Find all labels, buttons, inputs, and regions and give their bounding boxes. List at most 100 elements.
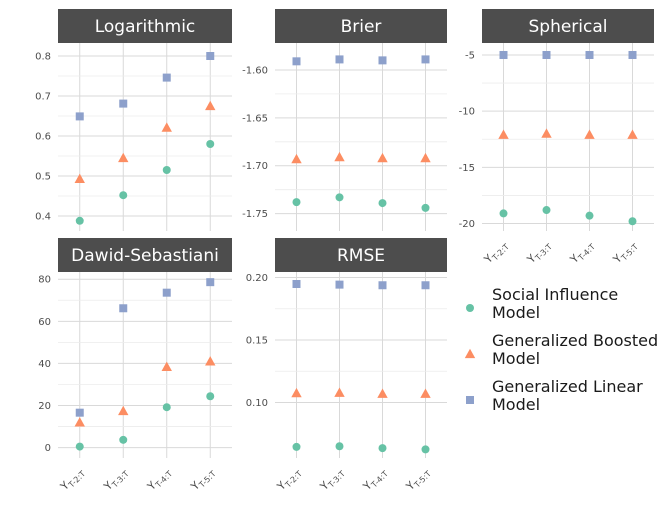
data-point [162,288,171,297]
panel-strip [482,9,654,43]
data-point [499,209,508,218]
data-point [206,392,215,401]
data-point [421,55,430,64]
legend-label: Model [492,395,540,414]
panel-strip [58,9,232,43]
y-tick-label: -5 [465,50,475,61]
y-tick-label: 0.8 [35,52,51,63]
data-point [542,50,551,59]
data-point [335,442,344,451]
data-point [205,100,216,111]
legend-key-triangle [464,348,476,359]
panel-strip [58,238,232,272]
y-tick-label: 80 [38,275,51,286]
data-point [377,388,388,398]
data-point [377,152,388,163]
data-point [421,445,430,454]
y-tick-label: -15 [459,163,475,174]
data-point [585,211,594,220]
data-point [205,356,216,366]
legend-label: Model [492,349,540,368]
data-point [335,280,344,289]
data-point [541,128,552,138]
data-point [206,140,215,148]
panel-title: Brier [341,17,382,37]
y-tick-label: 0.5 [35,172,51,183]
data-point [119,304,128,313]
data-point [118,405,129,416]
y-tick-label: -1.70 [242,161,268,172]
data-point [292,198,301,207]
panel-spherical: Spherical -20 -15 -10 -5 YT-2:T YT-3:T YT-4:T YT… [459,9,654,268]
data-point [161,122,172,132]
legend-key-circle [466,304,474,312]
data-point [585,50,594,59]
panel-logarithmic: Logarithmic 0.4 0.5 0.6 0.7 0.8 [35,9,232,231]
data-point [420,152,431,163]
data-point [542,206,551,215]
data-point [161,361,172,371]
y-tick-label: 0.20 [246,273,268,284]
y-tick-label: 0.7 [35,92,51,103]
x-tick-label: YT-3:T [524,238,554,268]
data-point [627,129,638,139]
data-point [162,73,171,82]
legend-label: Generalized Boosted [492,331,658,350]
x-tick-label: YT-3:T [101,465,131,495]
y-tick-label: 0 [45,443,51,454]
x-tick-label: YT-5:T [188,465,218,495]
legend-label: Model [492,303,540,322]
panel-strip [275,238,447,272]
y-tick-label: -1.60 [242,65,268,76]
data-point [499,50,508,59]
data-point [378,281,387,290]
panel-strip [275,9,447,43]
x-tick-label: YT-3:T [317,465,347,495]
data-point [206,52,215,60]
data-point [162,403,171,412]
panel-title: RMSE [337,246,385,266]
data-point [378,199,387,208]
y-tick-label: 0.10 [246,398,268,409]
y-tick-label: 20 [38,401,51,412]
x-tick-label: YT-2:T [481,238,511,268]
data-point [420,388,431,398]
data-point [206,278,215,287]
legend-label: Generalized Linear [492,377,643,396]
data-point [335,55,344,64]
y-tick-label: -10 [459,107,475,118]
legend-label: Social Influence [492,285,618,304]
data-point [162,166,171,174]
panel-title: Logarithmic [95,17,196,37]
data-point [75,216,84,225]
data-point [378,56,387,65]
data-point [421,281,430,290]
data-point [74,417,85,427]
panel-title: Spherical [528,17,607,37]
data-point [334,387,345,397]
x-tick-label: YT-5:T [403,465,433,495]
data-point [628,217,637,226]
y-tick-label: 0.4 [35,212,51,223]
x-tick-label: YT-5:T [610,238,640,268]
x-tick-label: YT-4:T [360,465,390,495]
data-point [119,435,128,444]
data-point [334,151,345,162]
y-tick-label: -1.75 [242,209,268,220]
data-point [584,129,595,139]
panel-dawid-sebastiani: Dawid-Sebastiani 0 20 40 60 80 YT-2:T YT-3:T YT-… [38,238,232,495]
data-point [498,129,509,139]
panel-rmse: RMSE 0.10 0.15 0.20 YT-2:T YT-3:T YT-4:T YT-5:T [246,238,447,495]
x-tick-label: YT-4:T [144,465,174,495]
data-point [292,57,301,66]
panel-title: Dawid-Sebastiani [71,246,219,266]
data-point [75,408,84,417]
y-tick-label: 60 [38,317,51,328]
x-tick-label: YT-2:T [57,465,87,495]
y-tick-label: 0.6 [35,132,51,143]
data-point [291,387,302,398]
x-tick-label: YT-4:T [567,238,597,268]
data-point [628,50,637,59]
